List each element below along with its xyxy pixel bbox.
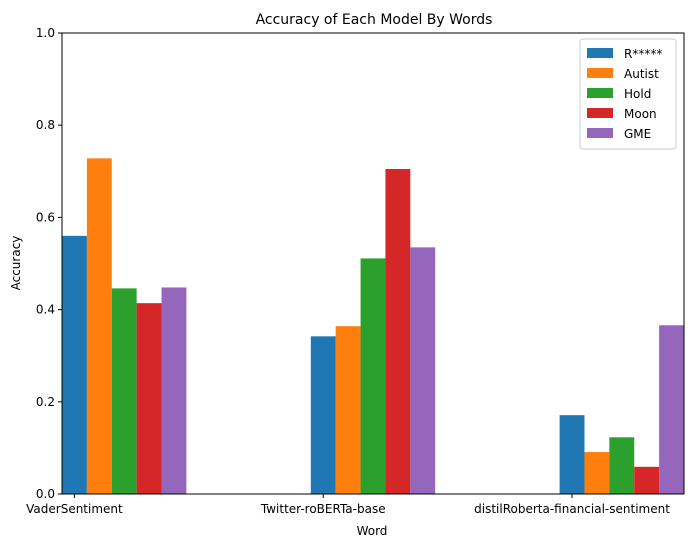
x-tick-label: Twitter-roBERTa-base — [260, 502, 386, 516]
legend-label: Autist — [624, 67, 659, 81]
legend: R***** Autist Hold Moon GME — [579, 38, 677, 150]
bar-gme-1 — [410, 247, 436, 494]
bar-moon-2 — [634, 466, 660, 494]
bar-autist-2 — [584, 452, 610, 494]
chart-title: Accuracy of Each Model By Words — [256, 12, 493, 28]
bar-hold-2 — [609, 437, 635, 494]
y-tick-label: 0.6 — [36, 210, 55, 224]
bar-hold-0 — [111, 288, 137, 494]
bar-moon-0 — [136, 303, 162, 494]
bar-autist-0 — [86, 158, 112, 494]
y-axis-label: Accuracy — [9, 236, 23, 291]
legend-swatch — [587, 108, 613, 118]
bar-gme-0 — [161, 287, 187, 494]
legend-swatch — [587, 88, 613, 98]
y-tick-label: 0.4 — [36, 303, 55, 317]
bar-hold-1 — [360, 258, 386, 494]
bar-moon-1 — [385, 169, 411, 494]
y-tick-label: 0.2 — [36, 395, 55, 409]
legend-box — [579, 38, 677, 150]
y-tick-label: 1.0 — [36, 26, 55, 40]
axes-frame — [61, 32, 685, 495]
y-tick-label: 0.0 — [36, 487, 55, 501]
legend-swatch — [587, 128, 613, 138]
plot-area: 0.0 0.2 0.4 0.6 0.8 1.0 VaderSentiment Twitter-… — [26, 26, 685, 516]
x-axis-label: Word — [357, 524, 388, 538]
x-tick-label: VaderSentiment — [26, 502, 123, 516]
y-tick-label: 0.8 — [36, 118, 55, 132]
legend-label: Moon — [624, 107, 657, 121]
legend-label: R***** — [624, 47, 662, 61]
legend-swatch — [587, 68, 613, 78]
legend-label: GME — [624, 127, 651, 141]
bar-r-1 — [310, 336, 336, 494]
bar-r-0 — [62, 235, 87, 494]
x-tick-label: distilRoberta-financial-sentiment — [474, 502, 670, 516]
bar-r-2 — [559, 415, 585, 494]
legend-swatch — [587, 48, 613, 58]
bar-gme-2 — [659, 325, 684, 494]
bar-autist-1 — [335, 326, 361, 494]
legend-label: Hold — [624, 87, 651, 101]
